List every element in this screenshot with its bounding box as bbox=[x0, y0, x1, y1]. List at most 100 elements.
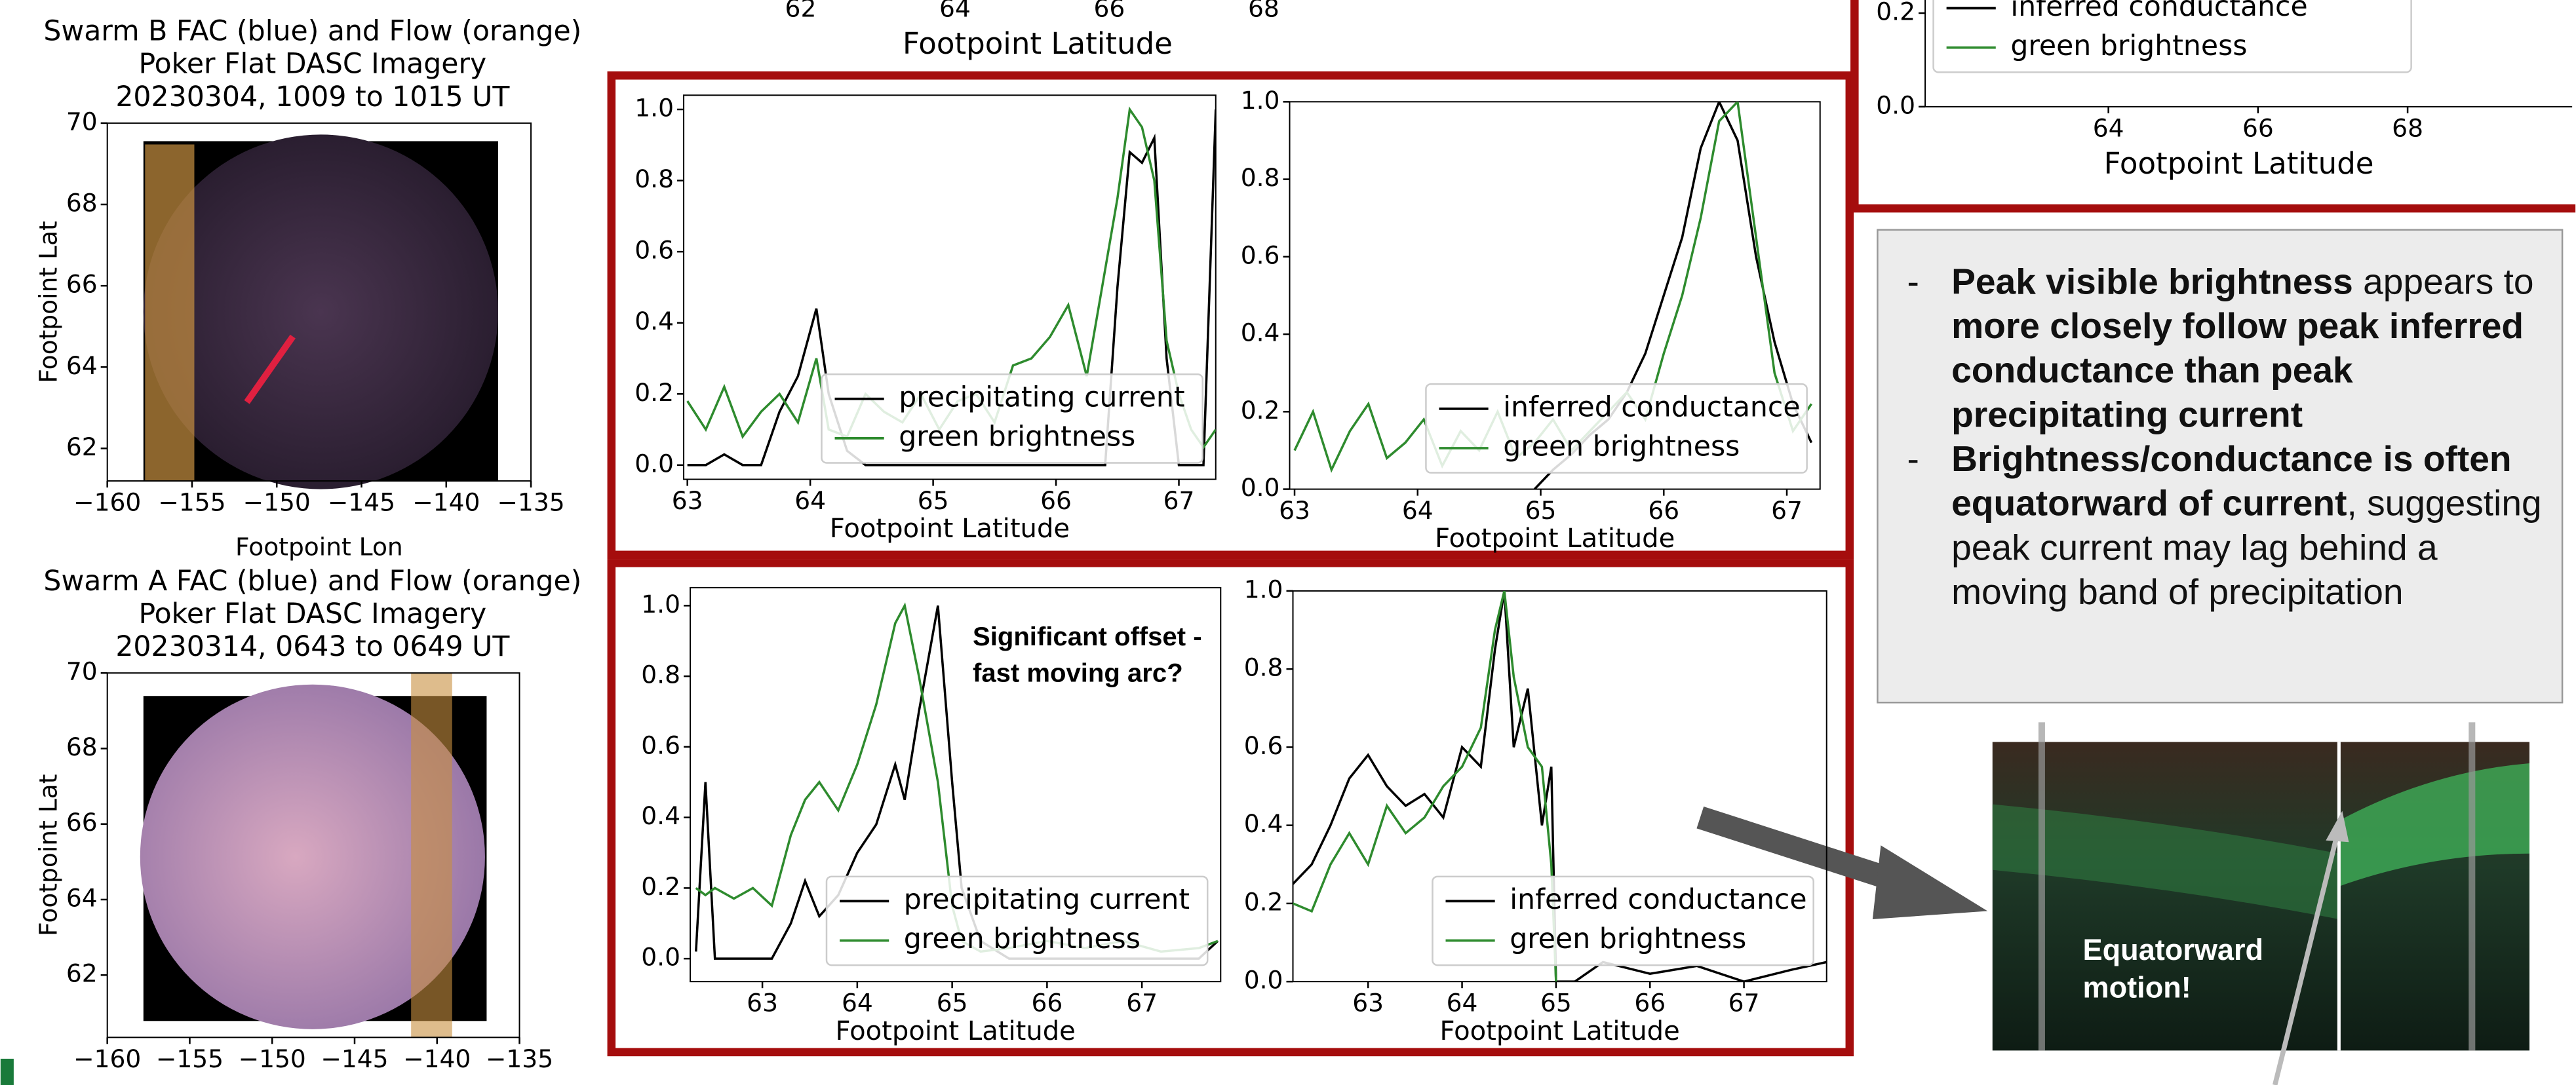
x-tick-label: −160 bbox=[73, 488, 141, 517]
x-tick-label: 64 bbox=[1402, 496, 1434, 525]
legend-label: precipitating current bbox=[904, 883, 1190, 916]
y-tick-label: 64 bbox=[66, 883, 98, 912]
legend-label: green brightness bbox=[904, 923, 1141, 955]
x-tick-label: 63 bbox=[1352, 989, 1384, 1018]
slide: Peak visible brightness appears to more … bbox=[0, 0, 2576, 1085]
y-tick-label: 0.2 bbox=[1241, 396, 1280, 425]
panel-title: Swarm A FAC (blue) and Flow (orange) bbox=[43, 565, 581, 598]
panel-title: Poker Flat DASC Imagery bbox=[138, 598, 486, 630]
x-axis-label: Footpoint Latitude bbox=[830, 514, 1070, 544]
legend-label: green brightness bbox=[1503, 430, 1740, 463]
keogram-label: motion! bbox=[2083, 971, 2191, 1004]
x-tick-label: 67 bbox=[1771, 496, 1803, 525]
y-tick-label: 0.4 bbox=[634, 307, 674, 335]
flow-overlay bbox=[145, 144, 194, 481]
x-tick-label: 65 bbox=[1540, 989, 1572, 1018]
x-tick-label: 65 bbox=[1525, 496, 1557, 525]
x-tick-label: 62 bbox=[785, 0, 817, 23]
x-tick-label: 64 bbox=[842, 989, 873, 1018]
x-tick-label: −160 bbox=[73, 1044, 141, 1073]
y-tick-label: 0.6 bbox=[641, 731, 680, 759]
y-tick-label: 0.2 bbox=[1876, 0, 1915, 26]
y-tick-label: 64 bbox=[66, 351, 98, 380]
legend-label: inferred conductance bbox=[1503, 390, 1800, 423]
x-tick-label: 63 bbox=[747, 989, 778, 1018]
y-tick-label: 0.0 bbox=[1244, 966, 1283, 995]
bullet-run: Peak visible brightness bbox=[1951, 261, 2353, 302]
y-axis-label: Footpoint Lat bbox=[34, 774, 63, 936]
x-tick-label: −145 bbox=[328, 488, 395, 517]
panel-title: Poker Flat DASC Imagery bbox=[138, 48, 486, 81]
y-tick-label: 1.0 bbox=[1241, 86, 1280, 115]
x-tick-label: −155 bbox=[156, 1044, 224, 1073]
slide-marker bbox=[1, 1059, 14, 1085]
flow-overlay bbox=[411, 673, 452, 1037]
y-tick-label: 0.8 bbox=[634, 164, 674, 193]
y-tick-label: 0.8 bbox=[1241, 163, 1280, 192]
x-tick-label: 64 bbox=[1447, 989, 1478, 1018]
x-tick-label: 66 bbox=[1094, 0, 1125, 23]
x-tick-label: 64 bbox=[939, 0, 971, 23]
y-tick-label: 0.0 bbox=[641, 943, 680, 972]
y-tick-label: 0.2 bbox=[641, 872, 680, 901]
x-axis-label: Footpoint Latitude bbox=[903, 26, 1173, 61]
x-axis-label: Footpoint Latitude bbox=[836, 1016, 1076, 1046]
panel-title: 20230314, 0643 to 0649 UT bbox=[115, 630, 510, 663]
y-tick-label: 66 bbox=[66, 270, 98, 299]
panel-title: Swarm B FAC (blue) and Flow (orange) bbox=[43, 15, 581, 48]
x-tick-label: 63 bbox=[672, 486, 703, 515]
y-tick-label: 0.8 bbox=[1244, 653, 1283, 682]
x-tick-label: 64 bbox=[794, 486, 826, 515]
legend-label: green brightness bbox=[2010, 29, 2247, 62]
y-tick-label: 0.0 bbox=[1876, 90, 1915, 119]
bullet-list: Peak visible brightness appears to more … bbox=[1902, 259, 2551, 614]
x-axis-label: Footpoint Latitude bbox=[2104, 146, 2374, 181]
page: Peak visible brightness appears to more … bbox=[0, 0, 2576, 1085]
annotation: Significant offset - bbox=[973, 622, 1202, 651]
panel-title: 20230304, 1009 to 1015 UT bbox=[115, 81, 510, 113]
x-tick-label: 66 bbox=[1031, 989, 1063, 1018]
legend-label: inferred conductance bbox=[1510, 883, 1806, 916]
y-tick-label: 1.0 bbox=[1244, 575, 1283, 603]
legend-label: green brightness bbox=[899, 420, 1135, 453]
x-tick-label: −145 bbox=[321, 1044, 388, 1073]
x-tick-label: 67 bbox=[1126, 989, 1158, 1018]
x-tick-label: 66 bbox=[2242, 113, 2274, 142]
y-tick-label: 68 bbox=[66, 189, 98, 218]
x-axis-label: Footpoint Latitude bbox=[1439, 1016, 1679, 1046]
x-tick-label: 68 bbox=[2392, 113, 2423, 142]
x-tick-label: 67 bbox=[1163, 486, 1195, 515]
x-axis-label: Footpoint Lon bbox=[235, 532, 403, 561]
y-tick-label: 0.4 bbox=[1241, 318, 1280, 347]
y-tick-label: 0.0 bbox=[1241, 473, 1280, 502]
legend-label: inferred conductance bbox=[2010, 0, 2307, 23]
x-tick-label: 65 bbox=[937, 989, 968, 1018]
x-tick-label: 67 bbox=[1728, 989, 1760, 1018]
x-tick-label: 65 bbox=[918, 486, 949, 515]
y-tick-label: 0.6 bbox=[1241, 240, 1280, 269]
y-tick-label: 0.2 bbox=[634, 378, 674, 407]
x-tick-label: −140 bbox=[403, 1044, 471, 1073]
x-tick-label: 66 bbox=[1634, 989, 1666, 1018]
notes-text: Peak visible brightness appears to more … bbox=[1902, 259, 2551, 695]
y-tick-label: 70 bbox=[66, 657, 98, 686]
sky-image-disk bbox=[144, 134, 498, 489]
x-tick-label: 66 bbox=[1040, 486, 1072, 515]
x-tick-label: 68 bbox=[1248, 0, 1279, 23]
y-tick-label: 0.8 bbox=[641, 660, 680, 689]
x-tick-label: −135 bbox=[486, 1044, 553, 1073]
y-tick-label: 0.6 bbox=[634, 236, 674, 265]
legend-label: green brightness bbox=[1510, 923, 1746, 955]
keogram-label: Equatorward bbox=[2083, 933, 2264, 966]
y-tick-label: 0.0 bbox=[634, 449, 674, 478]
y-tick-label: 0.4 bbox=[641, 801, 680, 830]
x-tick-label: 66 bbox=[1648, 496, 1679, 525]
x-tick-label: 64 bbox=[2093, 113, 2124, 142]
bullet: Brightness/conductance is often equatorw… bbox=[1951, 436, 2550, 614]
bullet-run: appears to bbox=[2353, 261, 2534, 302]
x-tick-label: −155 bbox=[158, 488, 225, 517]
y-tick-label: 66 bbox=[66, 808, 98, 837]
y-axis-label: Footpoint Lat bbox=[34, 221, 63, 383]
y-tick-label: 0.2 bbox=[1244, 887, 1283, 916]
x-tick-label: 63 bbox=[1279, 496, 1310, 525]
